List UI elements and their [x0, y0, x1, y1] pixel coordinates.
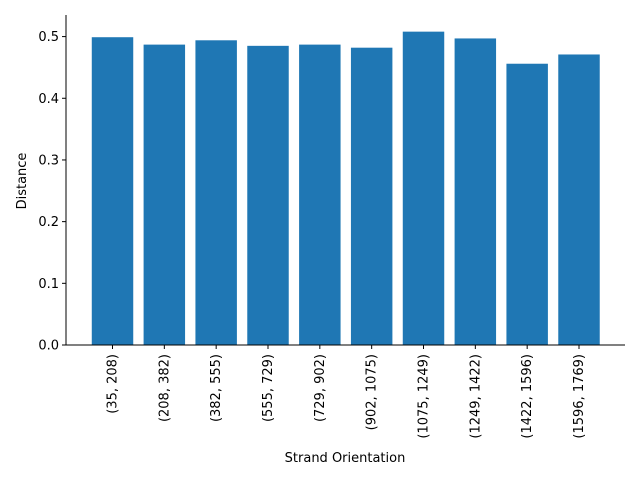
bar [247, 45, 289, 346]
y-axis: 0.0 0.1 0.2 0.3 0.4 0.5 [38, 15, 67, 354]
x-tick-label: (1422, 1596) [520, 354, 535, 439]
x-tick-label: (35, 208) [106, 354, 121, 414]
x-tick-label: (382, 555) [209, 354, 224, 422]
x-axis-title: Strand Orientation [285, 451, 406, 466]
x-tick-label: (208, 382) [157, 354, 172, 422]
x-tick-label: (902, 1075) [365, 354, 380, 430]
y-tick-label: 0.5 [38, 30, 59, 45]
y-tick-label: 0.3 [38, 153, 59, 168]
y-axis-title: Distance [15, 153, 30, 210]
bar [402, 31, 445, 346]
y-tick-label: 0.2 [38, 215, 59, 230]
bar [195, 40, 237, 345]
y-tick-label: 0.4 [38, 92, 59, 107]
bar [558, 54, 600, 345]
bar [350, 47, 393, 345]
x-tick-label: (729, 902) [313, 354, 328, 422]
x-tick-label: (1249, 1422) [468, 354, 483, 439]
bar [454, 38, 497, 345]
y-tick-label: 0.0 [38, 339, 59, 354]
bar [299, 44, 341, 346]
x-tick-label: (1596, 1769) [572, 354, 587, 439]
x-tick-label: (1075, 1249) [417, 354, 432, 439]
bar [506, 63, 548, 345]
bar [91, 37, 134, 346]
bar [143, 44, 186, 346]
y-tick-label: 0.1 [38, 277, 59, 292]
x-axis: (35, 208) (208, 382) (382, 555) (555, 729) (… [66, 344, 625, 439]
x-tick-label: (555, 729) [261, 354, 276, 422]
bars-group [91, 31, 600, 346]
